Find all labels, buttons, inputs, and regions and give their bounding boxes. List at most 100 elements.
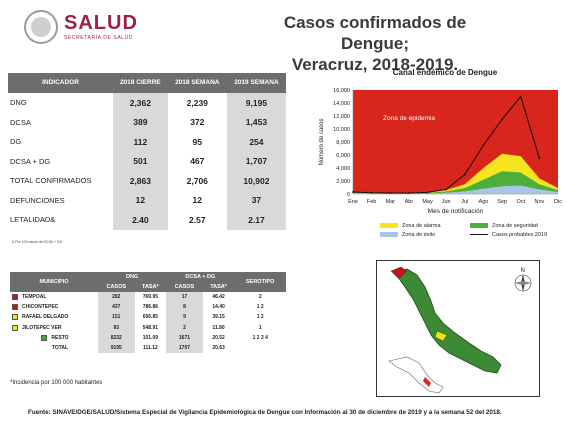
y-tick-label: 6,000 [336, 153, 350, 159]
x-tick-label: Ene [348, 199, 358, 205]
indicator-2018-semana: 2,706 [186, 175, 208, 186]
dcsa-group-header: DCSA + DG [166, 272, 235, 282]
x-axis-label: Mes de notificación [428, 208, 484, 215]
municipality-name: TOTAL [51, 345, 69, 352]
dcsa-casos: 2 [166, 322, 203, 333]
serotipo: 2 [258, 294, 262, 301]
dcsa-casos: 17 [166, 292, 203, 303]
veracruz-north-tip [390, 266, 408, 280]
dng-tasa: 769.95 [142, 294, 159, 301]
y-tick-label: 2,000 [336, 179, 350, 185]
indicator-2019-semana: 37 [226, 190, 286, 210]
x-tick-label: Jun [442, 199, 451, 205]
indicator-label: DCSA [10, 117, 31, 127]
endemic-channel-chart: 0 2,000 4,000 6,000 8,000 10,000 12,000 14,000 1… [319, 88, 562, 215]
col-2018-cierre: 2018 CIERRE [113, 73, 168, 93]
municipio-header: MUNICIPIO [10, 272, 98, 292]
municipality-name-cell: RAFAEL DELGADO [10, 312, 98, 322]
municipality-row: RESTO 8232 101.09 1671 20.52 1 2 3 4 [10, 332, 286, 343]
incidence-footnote: *Incidencia por 100 000 habitantes [10, 380, 103, 386]
indicator-2019-semana: 1,707 [226, 151, 286, 171]
veracruz-map: N [376, 260, 540, 397]
dng-tasa: 786.86 [142, 304, 159, 311]
indicator-2019-semana: 2.17 [226, 210, 286, 230]
x-tick-label: Nov [534, 199, 544, 205]
dng-tasa: 111.12 [142, 345, 158, 352]
x-tick-label: May [422, 199, 433, 205]
epidemic-zone-label: Zona de epidemia [383, 115, 435, 122]
indicator-label: DNG [10, 98, 27, 108]
municipality-color-swatch [12, 304, 18, 311]
municipality-row: TEMPOAL 282 769.95 17 46.42 2 [10, 292, 286, 303]
col-2018-semana: 2018 SEMANA [167, 73, 227, 93]
serotipo: 1 2 [256, 304, 264, 311]
x-tick-label: Sep [497, 199, 507, 205]
y-tick-label: 4,000 [336, 166, 350, 172]
x-tick-label: Ago [479, 199, 489, 205]
municipality-row: JILOTEPEC VER 93 548.91 2 11.80 1 [10, 322, 286, 333]
dcsa-casos: 1671 [166, 332, 203, 343]
dcsa-tasa: 20.52 [212, 334, 225, 341]
y-tick-label: 16,000 [333, 88, 350, 94]
municipality-name: JILOTEPEC VER [22, 324, 62, 331]
dcsa-tasa: 20.63 [212, 345, 225, 352]
dng-casos: 8232 [98, 332, 135, 343]
logo-sub-text: SECRETARÍA DE SALUD [64, 35, 134, 41]
mexico-inset-map [388, 356, 444, 394]
dng-casos: 93 [98, 322, 135, 333]
indicator-2018-cierre: 389 [113, 112, 168, 132]
indicator-2019-semana: 254 [226, 132, 286, 152]
point-casos-probables-2019 [408, 192, 410, 194]
indicator-label: DG [10, 137, 22, 147]
indicator-2018-semana: 372 [190, 117, 205, 128]
point-casos-probables-2019 [482, 144, 485, 147]
indicator-row: DNG 2,362 2,239 9,195 [8, 93, 286, 113]
legend-seguridad: Zona de seguridad [470, 223, 560, 229]
indicator-2018-cierre: 112 [113, 132, 168, 152]
y-tick-label: 10,000 [333, 127, 350, 133]
x-tick-label: Oct [516, 199, 525, 205]
dcsa-tasa: 39.15 [212, 314, 225, 321]
y-tick-label: 12,000 [333, 114, 350, 120]
veracruz-center-zone [434, 330, 448, 342]
dcsa-tasa: 11.80 [212, 324, 225, 331]
indicator-2018-semana: 2.57 [189, 214, 206, 225]
dng-casos: 151 [98, 312, 135, 323]
legend-casos-2019: Casos probables 2019 [470, 232, 560, 238]
dng-group-header: DNG [98, 272, 167, 282]
municipality-name-cell: CHICONTEPEC [10, 302, 98, 312]
indicator-2018-cierre: 2.40 [113, 210, 168, 230]
indicator-2018-semana: 95 [192, 136, 203, 147]
indicator-row: DEFUNCIONES 12 12 37 [8, 190, 286, 210]
salud-logo: SALUD SECRETARÍA DE SALUD [24, 10, 138, 44]
x-tick-label: Dic [554, 199, 562, 205]
indicator-row: LETALIDAD& 2.40 2.57 2.17 [8, 210, 286, 230]
municipality-row: CHICONTEPEC 437 786.86 8 14.40 1 2 [10, 302, 286, 313]
title-line-1: Casos confirmados de Dengue; [283, 13, 467, 53]
source-footer: Fuente: SINAVE/DGE/SALUD/Sistema Especia… [28, 409, 502, 416]
serotipo: 1 2 [256, 314, 264, 321]
indicator-label: LETALIDAD& [10, 215, 56, 225]
point-casos-probables-2019 [352, 191, 354, 193]
indicator-2018-cierre: 2,863 [113, 171, 168, 191]
x-tick-label: Abr [405, 199, 414, 205]
indicator-row: DG 112 95 254 [8, 132, 286, 152]
point-casos-probables-2019 [519, 95, 522, 98]
dng-casos: 9195 [98, 342, 135, 354]
x-tick-label: Feb [367, 199, 376, 205]
chart-legend: Zona de alarma Zona de seguridad Zona de… [380, 221, 560, 239]
serotipo: 1 2 3 4 [252, 334, 268, 341]
point-casos-probables-2019 [501, 118, 503, 121]
municipality-name: RAFAEL DELGADO [22, 314, 69, 321]
dng-tasa: 548.91 [142, 324, 159, 331]
y-axis-label: Número de casos [319, 118, 325, 165]
dng-casos: 282 [98, 292, 135, 303]
indicator-footnote: & Por 100 casos de DCSA + DG [12, 240, 63, 244]
municipality-name: CHICONTEPEC [22, 304, 59, 311]
serotipo: 1 [258, 324, 262, 331]
municipality-name-cell: TOTAL [10, 343, 98, 353]
coat-of-arms-icon [24, 10, 58, 44]
municipality-row: RAFAEL DELGADO 151 656.85 9 39.15 1 2 [10, 312, 286, 323]
point-casos-probables-2019 [389, 192, 392, 194]
point-casos-probables-2019 [426, 191, 429, 194]
